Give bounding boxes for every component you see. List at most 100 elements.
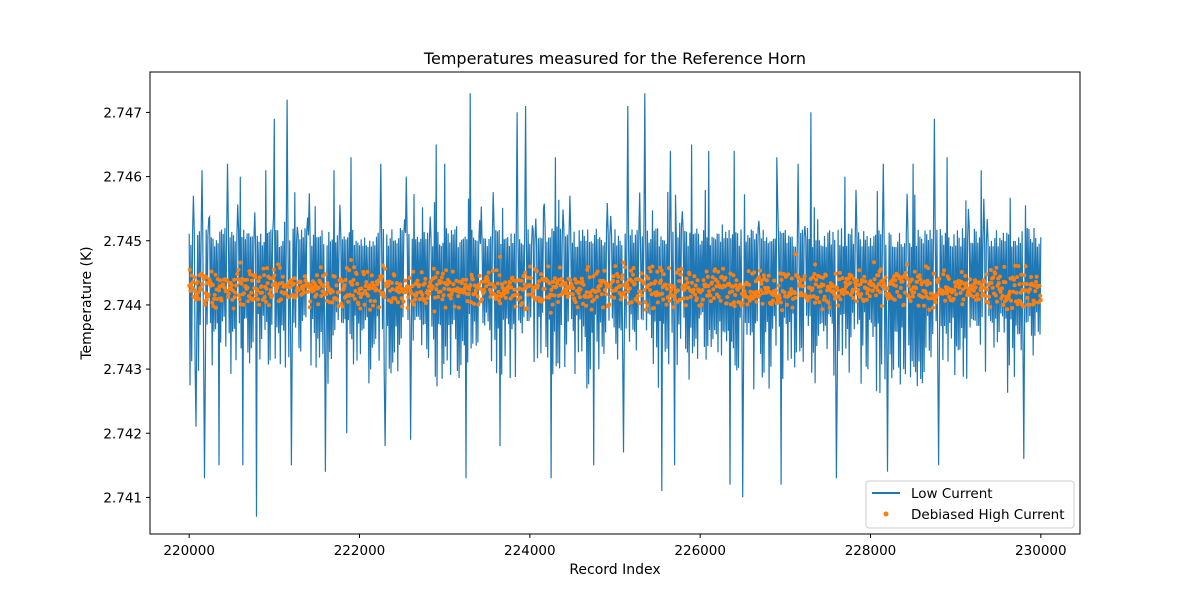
scatter-point (822, 294, 827, 299)
scatter-point (272, 273, 277, 278)
scatter-point (570, 292, 575, 297)
scatter-point (999, 286, 1004, 291)
scatter-point (708, 299, 713, 304)
scatter-point (1019, 272, 1024, 277)
scatter-point (755, 289, 760, 294)
scatter-point (752, 270, 757, 275)
scatter-point (736, 285, 741, 290)
scatter-point (195, 280, 200, 284)
scatter-point (364, 280, 369, 285)
scatter-point (260, 290, 265, 295)
scatter-point (629, 268, 634, 273)
y-tick-label: 2.743 (103, 362, 142, 378)
scatter-point (793, 252, 798, 257)
scatter-point (954, 292, 959, 297)
scatter-point (993, 293, 998, 298)
scatter-point (256, 297, 260, 302)
scatter-point (959, 270, 964, 274)
legend-label-low-current: Low Current (911, 486, 993, 502)
scatter-point (413, 297, 417, 302)
scatter-point (584, 303, 589, 308)
scatter-point (626, 301, 631, 306)
scatter-point (785, 302, 789, 307)
scatter-point (528, 264, 533, 269)
scatter-point (354, 272, 359, 276)
scatter-point (748, 289, 753, 294)
scatter-point (734, 278, 739, 283)
scatter-point (316, 285, 321, 290)
scatter-point (732, 300, 736, 305)
scatter-point (810, 286, 815, 291)
scatter-point (970, 283, 974, 288)
scatter-point (683, 283, 688, 288)
scatter-point (279, 297, 284, 302)
scatter-point (465, 299, 470, 304)
scatter-point (472, 301, 477, 306)
scatter-point (882, 283, 887, 288)
scatter-point (721, 266, 726, 271)
scatter-point (659, 278, 663, 283)
scatter-point (587, 275, 592, 280)
scatter-point (383, 266, 388, 271)
scatter-point (760, 301, 765, 306)
scatter-point (454, 278, 459, 283)
scatter-point (579, 276, 584, 281)
scatter-point (929, 296, 934, 301)
scatter-point (417, 297, 422, 302)
scatter-point (447, 280, 452, 285)
scatter-point (646, 276, 651, 281)
scatter-point (204, 275, 209, 279)
scatter-point (360, 291, 365, 296)
scatter-point (188, 288, 193, 293)
scatter-point (990, 285, 995, 290)
scatter-point (961, 297, 966, 302)
scatter-point (347, 268, 352, 273)
scatter-point (342, 283, 347, 288)
scatter-point (701, 297, 705, 302)
scatter-point (436, 294, 441, 299)
scatter-point (513, 304, 518, 309)
scatter-point (257, 275, 262, 280)
scatter-point (685, 280, 690, 285)
scatter-point (659, 268, 664, 273)
scatter-point (859, 292, 864, 296)
scatter-point (406, 295, 411, 300)
scatter-point (837, 277, 842, 282)
scatter-point (874, 285, 879, 290)
scatter-point (431, 266, 436, 271)
scatter-point (863, 279, 868, 284)
scatter-point (1005, 307, 1010, 312)
scatter-point (479, 279, 484, 284)
scatter-point (303, 278, 308, 283)
scatter-point (813, 282, 818, 287)
scatter-point (191, 294, 196, 299)
scatter-point (971, 288, 976, 293)
scatter-point (362, 302, 367, 307)
scatter-point (826, 300, 831, 305)
scatter-point (772, 278, 777, 283)
scatter-point (529, 283, 534, 288)
scatter-point (502, 291, 507, 296)
scatter-point (525, 306, 529, 310)
scatter-point (818, 289, 823, 294)
scatter-point (352, 265, 357, 270)
scatter-point (200, 282, 205, 287)
scatter-point (796, 275, 801, 280)
scatter-point (229, 283, 234, 288)
scatter-point (778, 300, 783, 305)
scatter-point (377, 288, 382, 293)
scatter-point (400, 304, 405, 309)
scatter-point (746, 295, 750, 300)
scatter-point (213, 272, 218, 277)
scatter-point (823, 273, 828, 278)
scatter-point (893, 283, 898, 288)
y-tick-label: 2.745 (103, 234, 142, 250)
scatter-point (434, 287, 439, 292)
scatter-point (873, 293, 878, 298)
scatter-point (776, 283, 781, 288)
scatter-point (853, 283, 858, 288)
scatter-point (515, 292, 520, 297)
scatter-point (625, 282, 630, 287)
scatter-point (865, 291, 870, 296)
